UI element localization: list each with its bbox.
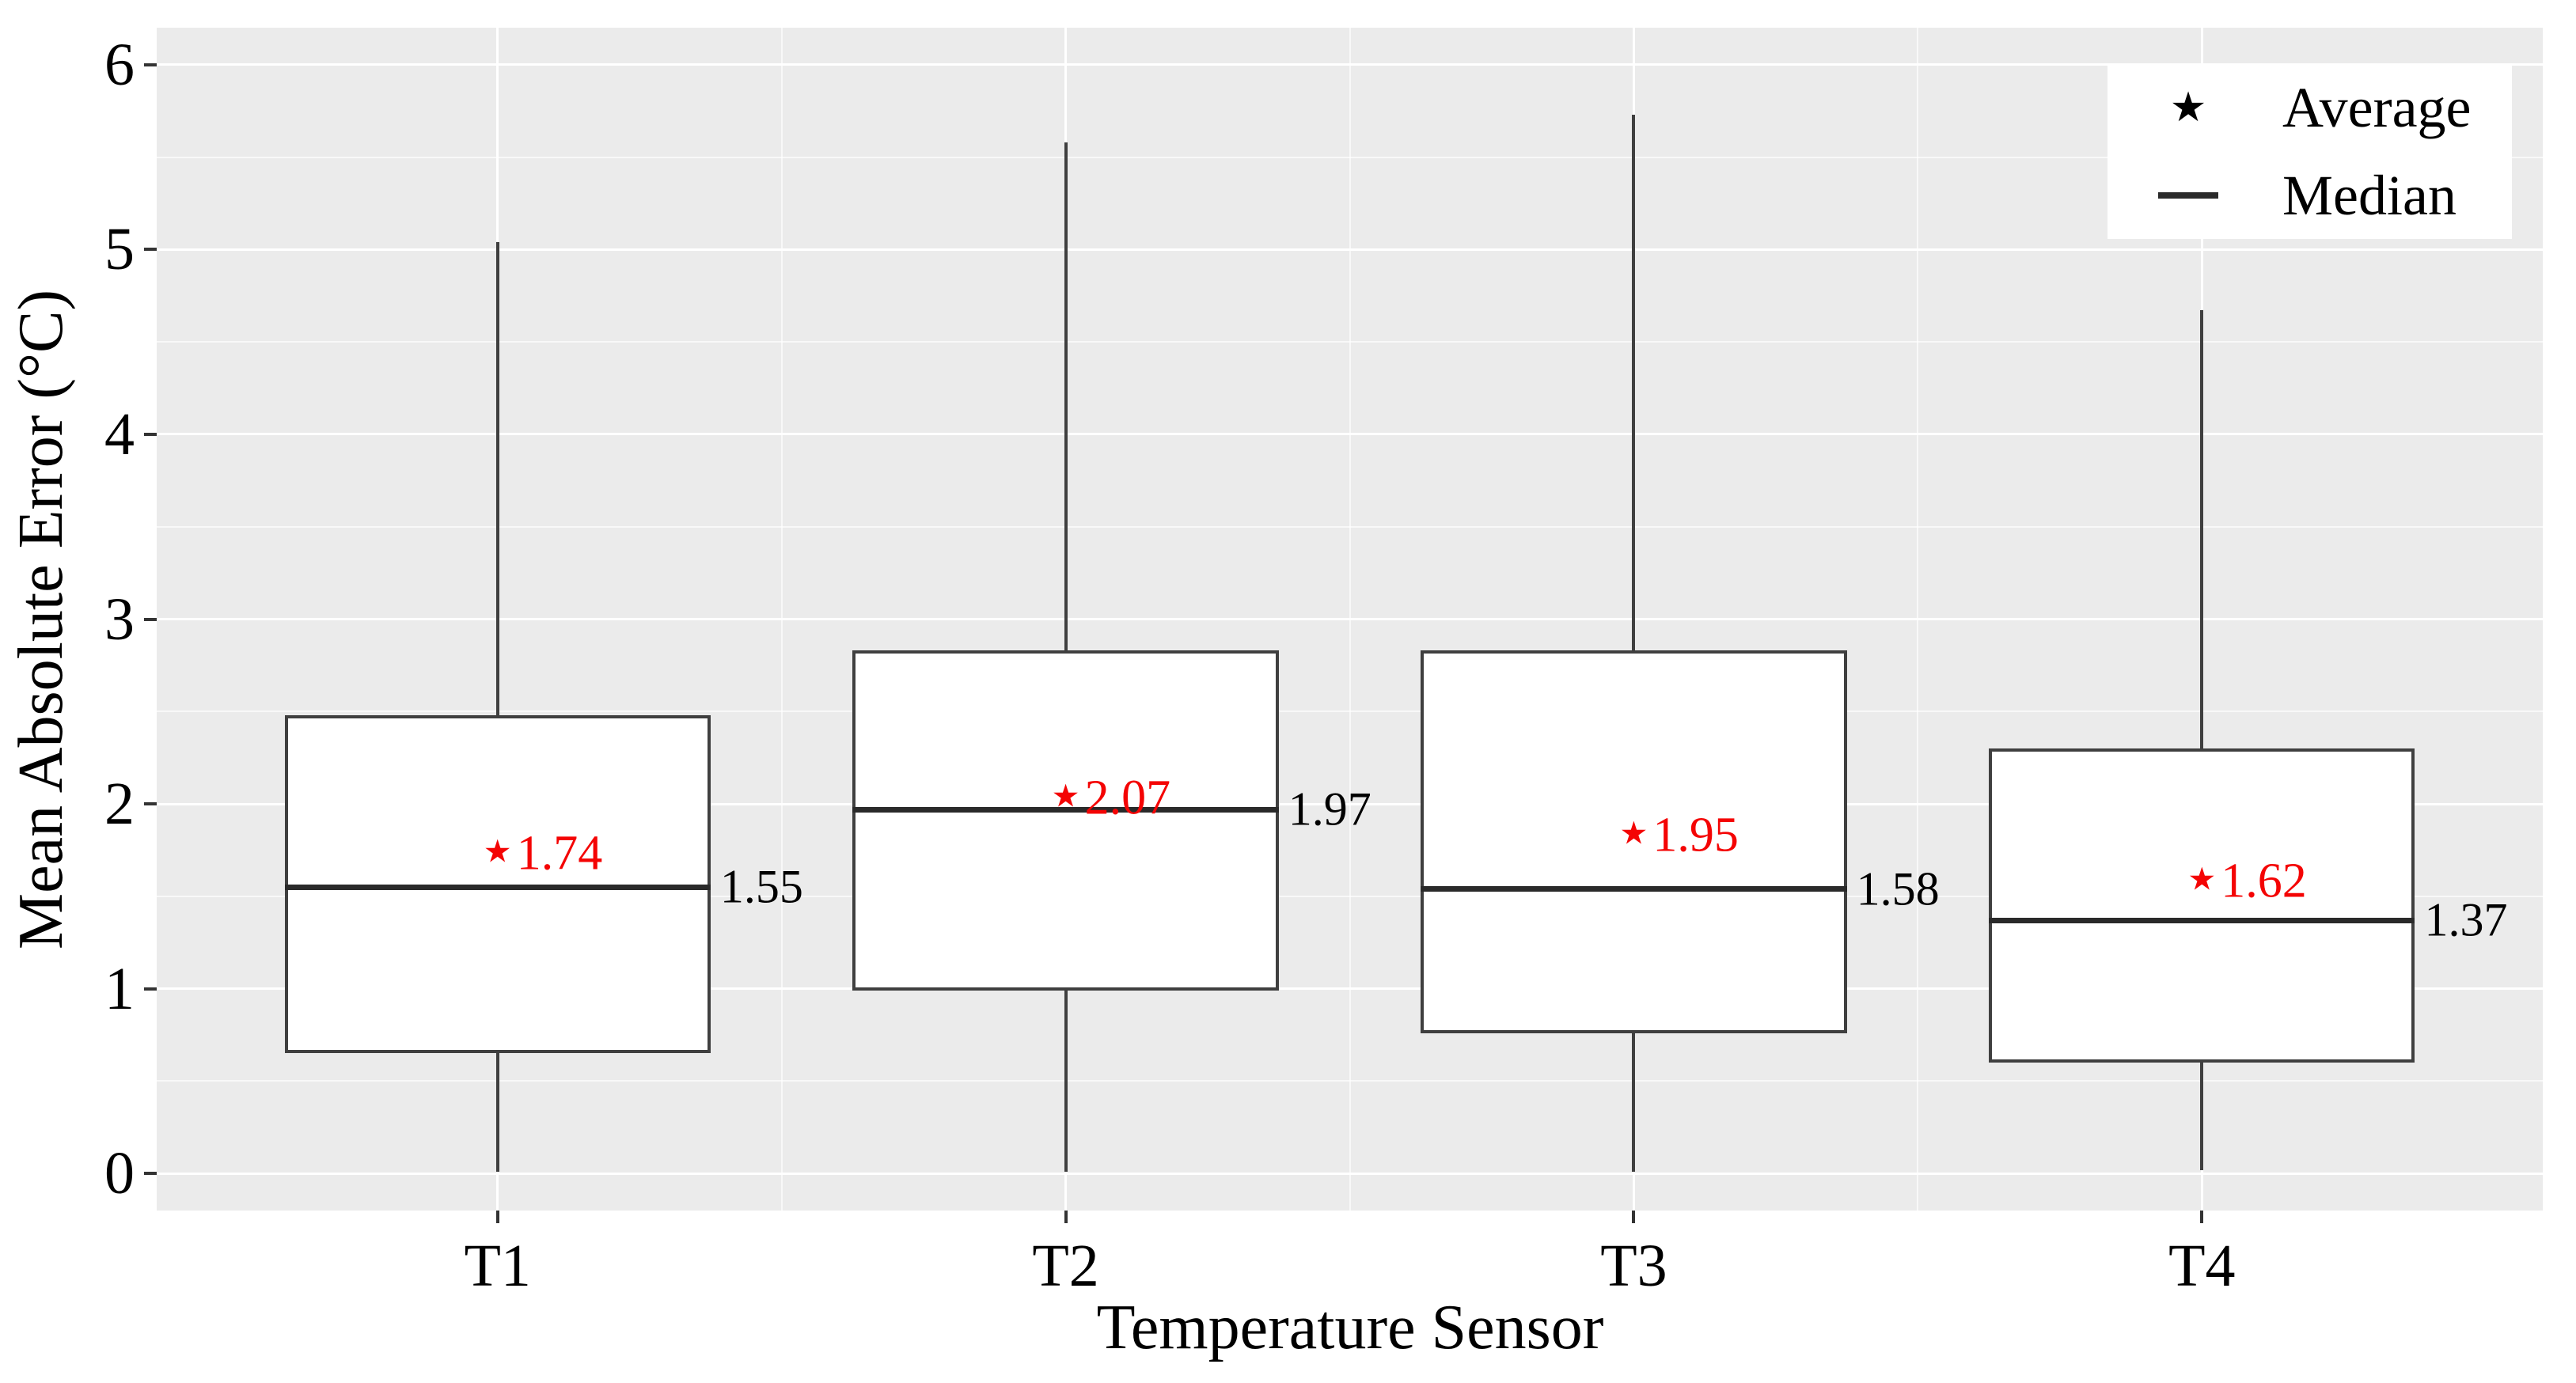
y-tick-2 (144, 802, 157, 806)
y-tick-label-6: 6 (104, 31, 135, 98)
average-star-icon: ★ (2169, 84, 2207, 132)
y-tick-label-3: 3 (104, 585, 135, 653)
x-tick-T3 (1632, 1211, 1636, 1223)
box-T2 (852, 650, 1279, 991)
y-tick-label-1: 1 (104, 955, 135, 1022)
box-T3 (1421, 650, 1847, 1033)
median-label-T4: 1.37 (2424, 893, 2508, 946)
median-line-T4 (1989, 917, 2415, 923)
y-tick-0 (144, 1172, 157, 1176)
y-tick-label-2: 2 (104, 771, 135, 838)
y-tick-1 (144, 987, 157, 991)
gridline-major-y-4 (157, 433, 2543, 436)
x-tick-label-T3: T3 (1600, 1233, 1667, 1299)
x-tick-T1 (495, 1211, 499, 1223)
gridline-major-y-0 (157, 1172, 2543, 1175)
average-label-T3: 1.95 (1652, 808, 1739, 862)
whisker-T3 (1632, 114, 1636, 1172)
legend-item-average: ★ Average (2107, 64, 2512, 152)
y-tick-label-0: 0 (104, 1140, 135, 1207)
average-star-T4: ★ (2187, 861, 2217, 898)
median-label-T3: 1.58 (1856, 862, 1940, 915)
gridline-major-y-5 (157, 248, 2543, 251)
x-tick-T4 (2200, 1211, 2204, 1223)
gridline-major-y-3 (157, 618, 2543, 620)
legend-item-median: Median (2107, 152, 2512, 240)
median-line-icon (2158, 191, 2218, 199)
average-label-T2: 2.07 (1084, 771, 1171, 825)
median-label-T1: 1.55 (719, 860, 803, 913)
median-line-T3 (1421, 886, 1847, 892)
median-line-T2 (852, 806, 1279, 813)
average-label-T1: 1.74 (516, 826, 603, 881)
box-T4 (1989, 748, 2415, 1063)
x-axis-title: Temperature Sensor (1096, 1293, 1604, 1362)
whisker-T4 (2200, 310, 2204, 1170)
legend-label-average: Average (2282, 76, 2472, 140)
average-star-T2: ★ (1051, 778, 1080, 815)
y-tick-6 (144, 63, 157, 66)
y-tick-3 (144, 617, 157, 621)
median-label-T2: 1.97 (1288, 782, 1371, 835)
y-tick-4 (144, 432, 157, 436)
y-tick-5 (144, 248, 157, 252)
x-tick-label-T2: T2 (1032, 1233, 1099, 1299)
whisker-T1 (495, 241, 499, 1172)
average-star-T3: ★ (1619, 815, 1648, 852)
y-tick-label-5: 5 (104, 216, 135, 283)
gridline-major-y-2 (157, 802, 2543, 805)
x-tick-label-T4: T4 (2168, 1233, 2236, 1299)
median-line-T1 (284, 884, 711, 890)
average-star-T1: ★ (483, 833, 512, 870)
legend: ★ Average Median (2107, 64, 2512, 239)
average-label-T4: 1.62 (2221, 854, 2307, 908)
legend-label-median: Median (2282, 163, 2456, 227)
gridline-major-y-6 (157, 63, 2543, 66)
gridline-major-y-1 (157, 987, 2543, 991)
y-tick-label-4: 4 (104, 400, 135, 468)
x-tick-T2 (1064, 1211, 1068, 1223)
x-tick-label-T1: T1 (464, 1233, 531, 1299)
